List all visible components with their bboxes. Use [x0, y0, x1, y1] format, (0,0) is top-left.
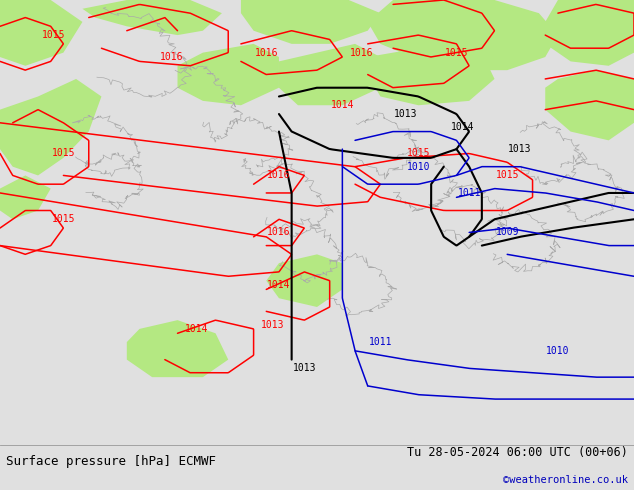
Text: 1016: 1016 [159, 52, 183, 62]
Text: 1016: 1016 [267, 227, 291, 238]
Text: 1015: 1015 [42, 30, 66, 40]
Text: 1015: 1015 [406, 148, 430, 158]
Text: Tu 28-05-2024 06:00 UTC (00+06): Tu 28-05-2024 06:00 UTC (00+06) [407, 446, 628, 460]
Polygon shape [178, 44, 279, 105]
Polygon shape [0, 0, 82, 66]
Polygon shape [241, 0, 380, 44]
Text: 1015: 1015 [444, 48, 469, 58]
Text: 1016: 1016 [254, 48, 278, 58]
Text: 1013: 1013 [292, 364, 316, 373]
Text: 1010: 1010 [546, 346, 570, 356]
Text: 1016: 1016 [267, 171, 291, 180]
Text: 1011: 1011 [457, 188, 481, 198]
Polygon shape [545, 0, 634, 66]
Text: 1009: 1009 [495, 227, 519, 238]
Text: 1016: 1016 [349, 48, 373, 58]
Polygon shape [279, 44, 380, 105]
Text: 1013: 1013 [508, 144, 532, 154]
Text: 1014: 1014 [330, 100, 354, 110]
Text: 1010: 1010 [406, 162, 430, 172]
Text: 1015: 1015 [51, 148, 75, 158]
Text: 1014: 1014 [451, 122, 475, 132]
Text: Surface pressure [hPa] ECMWF: Surface pressure [hPa] ECMWF [6, 455, 216, 468]
Text: 1013: 1013 [394, 109, 418, 119]
Text: 1015: 1015 [495, 171, 519, 180]
Text: 1011: 1011 [368, 337, 392, 347]
Polygon shape [368, 0, 558, 70]
Text: 1013: 1013 [261, 319, 285, 330]
Polygon shape [82, 0, 222, 35]
Text: 1014: 1014 [267, 280, 291, 290]
Polygon shape [127, 320, 228, 377]
Text: ©weatheronline.co.uk: ©weatheronline.co.uk [503, 475, 628, 485]
Text: 1015: 1015 [51, 214, 75, 224]
Polygon shape [266, 254, 342, 307]
Polygon shape [0, 175, 51, 220]
Polygon shape [545, 70, 634, 140]
Polygon shape [0, 79, 101, 175]
Polygon shape [368, 44, 495, 105]
Text: 1014: 1014 [184, 324, 209, 334]
